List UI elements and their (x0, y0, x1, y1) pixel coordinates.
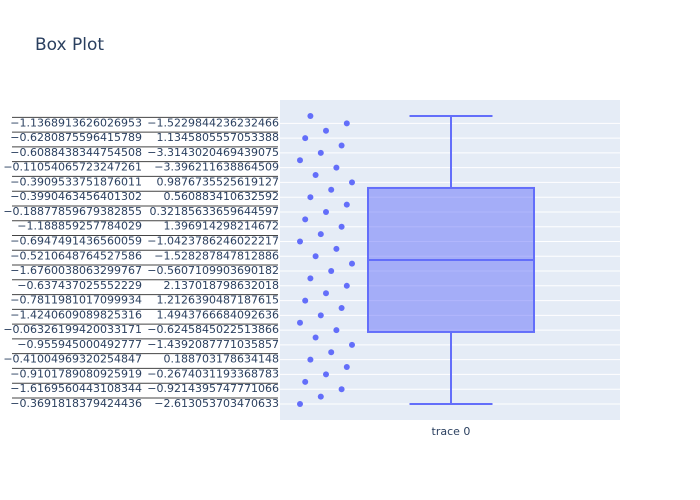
y-tick-label: −0.5607109903690182 (147, 264, 279, 277)
point (312, 253, 319, 260)
y-tick-label: −1.1368913626026953 (10, 116, 142, 129)
point (323, 371, 329, 378)
y-tick-label: −0.6088438344754508 (10, 146, 142, 159)
y-tick-label: −1.6169560443108344 (10, 382, 142, 395)
y-tick-label: −0.6280875596415789 (10, 131, 142, 144)
point (328, 186, 335, 193)
point (307, 275, 314, 282)
y-tick-label: 1.396914298214672 (164, 220, 279, 233)
point (323, 127, 329, 134)
point (338, 223, 345, 230)
point (349, 260, 355, 267)
point (338, 304, 345, 311)
y-tick-label: −0.06326199420033171 (3, 323, 142, 336)
y-tick-label: −0.11054065723247261 (3, 161, 142, 174)
y-tick-label: −0.18877859679382855 (3, 205, 142, 218)
y-tick-label: 1.4943766684092636 (157, 308, 279, 321)
y-tick-label: 1.2126390487187615 (157, 294, 279, 307)
y-tick-label: 0.188703178634148 (164, 353, 279, 366)
point (323, 208, 329, 215)
point (302, 135, 309, 142)
point (343, 201, 350, 208)
point (323, 290, 329, 297)
y-tick-label: −1.4392087771035857 (147, 338, 279, 351)
y-tick-label: −1.188859257784029 (17, 220, 142, 233)
y-tick-label: −2.613053703470633 (154, 397, 279, 410)
y-tick-label: −0.6245845022513866 (147, 323, 279, 336)
point (349, 179, 355, 186)
y-tick-label: 1.1345805557053388 (157, 131, 279, 144)
y-tick-label: 0.560883410632592 (164, 190, 279, 203)
point (307, 194, 314, 201)
point (297, 319, 303, 326)
y-tick-label: −0.955945000492777 (17, 338, 142, 351)
y-tick-label: −0.9214395747771066 (147, 382, 279, 395)
point (343, 282, 350, 289)
y-tick-label: −0.6947491436560059 (10, 235, 142, 248)
point (328, 349, 335, 356)
point (333, 327, 340, 334)
point (302, 378, 309, 385)
point (317, 149, 324, 156)
y-tick-label: −3.396211638864509 (154, 161, 279, 174)
chart-title: Box Plot (35, 35, 104, 55)
y-tick-label: −0.9101789080925919 (10, 367, 142, 380)
point (338, 142, 345, 149)
y-tick-label: 0.9876735525619127 (157, 175, 279, 188)
y-tick-label: −0.41004969320254847 (3, 353, 142, 366)
point (307, 112, 314, 119)
point (297, 157, 303, 164)
y-tick-label: −1.528287847812886 (154, 249, 279, 262)
y-tick-label: −0.3691818379424436 (10, 397, 142, 410)
point (317, 393, 324, 400)
y-tick-label: −0.3909533751876011 (10, 175, 142, 188)
y-tick-label: 0.32185633659644597 (150, 205, 279, 218)
y-tick-label: −1.4240609089825316 (10, 308, 142, 321)
y-tick-label: −1.5229844236232466 (147, 116, 279, 129)
point (343, 364, 350, 371)
point (312, 334, 319, 341)
point (333, 164, 340, 171)
point (333, 245, 340, 252)
point (317, 312, 324, 319)
point (349, 341, 355, 348)
y-tick-label: −1.6760038063299767 (10, 264, 142, 277)
point (302, 216, 309, 223)
point (297, 238, 303, 245)
y-tick-label: −1.0423786246022217 (147, 235, 279, 248)
point (297, 400, 303, 407)
y-tick-label: −3.3143020469439075 (147, 146, 279, 159)
y-tick-label: −0.2674031193368783 (147, 367, 279, 380)
point (312, 172, 319, 179)
y-tick-label: −0.5210648764527586 (10, 249, 142, 262)
y-tick-label: −0.7811981017099934 (10, 294, 142, 307)
point (317, 231, 324, 238)
point (302, 297, 309, 304)
point (338, 386, 345, 393)
y-tick-label: −0.3990463456401302 (10, 190, 142, 203)
y-tick-label: 2.137018798632018 (164, 279, 279, 292)
point (307, 356, 314, 363)
point (328, 268, 335, 275)
y-tick-label: −0.637437025552229 (17, 279, 142, 292)
point (343, 120, 350, 127)
x-tick-label: trace 0 (432, 425, 471, 438)
